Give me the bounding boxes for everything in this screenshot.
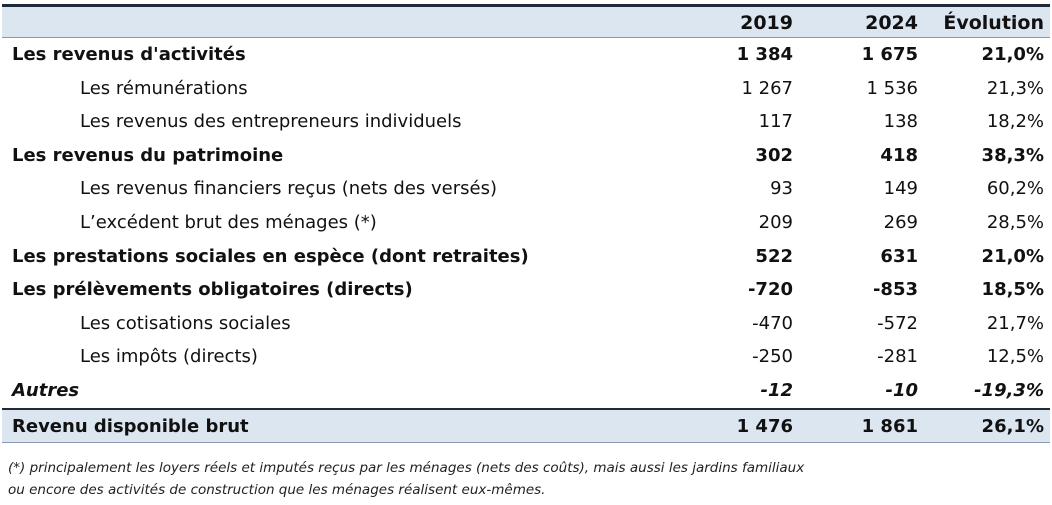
- row-label: Les impôts (directs): [80, 346, 258, 368]
- cell: 21,0%: [981, 44, 1044, 65]
- table-row: Revenu disponible brut 1 476 1 861 26,1%: [2, 407, 1050, 443]
- cell: 60,2%: [986, 178, 1044, 200]
- cell: -281: [877, 346, 918, 368]
- header-cell: Évolution: [943, 12, 1044, 34]
- table-row: Les revenus du patrimoine 302 418 38,3%: [2, 139, 1050, 173]
- row-label: Les revenus d'activités: [12, 44, 246, 65]
- table-row: L’excédent brut des ménages (*) 209 269 28,…: [2, 206, 1050, 240]
- cell: -720: [747, 279, 793, 301]
- cell: 1 861: [861, 415, 918, 437]
- row-label: Les prestations sociales en espèce (dont…: [12, 245, 529, 267]
- cell: 631: [880, 245, 918, 267]
- cell: 12,5%: [986, 346, 1044, 368]
- cell: -470: [752, 312, 793, 334]
- cell: 117: [758, 111, 793, 133]
- cell: -12: [760, 380, 793, 401]
- header-row: 2019 2024 Évolution: [2, 4, 1050, 38]
- row-label: Autres: [12, 380, 80, 401]
- table-row: Les revenus des entrepreneurs individuel…: [2, 105, 1050, 139]
- row-label: Les revenus du patrimoine: [12, 144, 284, 166]
- cell: 302: [755, 144, 793, 166]
- cell: 149: [883, 178, 918, 200]
- cell: 93: [770, 178, 793, 200]
- cell: -19,3%: [974, 380, 1044, 401]
- table-row: Les prélèvements obligatoires (directs) -…: [2, 273, 1050, 307]
- cell: -250: [752, 346, 793, 368]
- cell: 1 536: [866, 77, 918, 99]
- cell: 28,5%: [986, 212, 1044, 233]
- cell: 522: [755, 245, 793, 267]
- header-cell: 2019: [740, 12, 793, 34]
- cell: -572: [877, 312, 918, 334]
- cell: 209: [758, 212, 793, 233]
- cell: 418: [880, 144, 918, 166]
- footnote: (*) principalement les loyers réels et i…: [8, 460, 805, 476]
- table-row: Les revenus financiers reçus (nets des v…: [2, 172, 1050, 206]
- cell: 269: [883, 212, 918, 233]
- cell: 1 267: [741, 77, 793, 99]
- cell: 21,0%: [981, 245, 1044, 267]
- cell: 38,3%: [981, 144, 1044, 166]
- table-row: Les impôts (directs) -250 -281 12,5%: [2, 340, 1050, 374]
- table-row: Les revenus d'activités 1 384 1 675 21,0%: [2, 38, 1050, 72]
- table-row: Les cotisations sociales -470 -572 21,7%: [2, 307, 1050, 341]
- table-row: Autres -12 -10 -19,3%: [2, 374, 1050, 408]
- row-label: Les prélèvements obligatoires (directs): [12, 279, 413, 301]
- row-label: Les revenus financiers reçus (nets des v…: [80, 178, 497, 200]
- cell: -853: [872, 279, 918, 301]
- cell: 18,2%: [986, 111, 1044, 133]
- row-label: Revenu disponible brut: [12, 415, 249, 437]
- footnote: ou encore des activités de construction …: [8, 482, 546, 498]
- row-label: Les revenus des entrepreneurs individuel…: [80, 111, 462, 133]
- cell: 1 384: [736, 44, 793, 65]
- cell: 21,3%: [986, 77, 1044, 99]
- table-row: Les rémunérations 1 267 1 536 21,3%: [2, 72, 1050, 106]
- row-label: L’excédent brut des ménages (*): [80, 212, 377, 233]
- cell: 26,1%: [981, 415, 1044, 437]
- cell: 18,5%: [981, 279, 1044, 301]
- cell: -10: [885, 380, 918, 401]
- cell: 138: [883, 111, 918, 133]
- row-label: Les cotisations sociales: [80, 312, 291, 334]
- row-label: Les rémunérations: [80, 77, 248, 99]
- header-cell: 2024: [865, 12, 918, 34]
- cell: 1 675: [861, 44, 918, 65]
- cell: 21,7%: [986, 312, 1044, 334]
- table-row: Les prestations sociales en espèce (dont…: [2, 240, 1050, 274]
- cell: 1 476: [736, 415, 793, 437]
